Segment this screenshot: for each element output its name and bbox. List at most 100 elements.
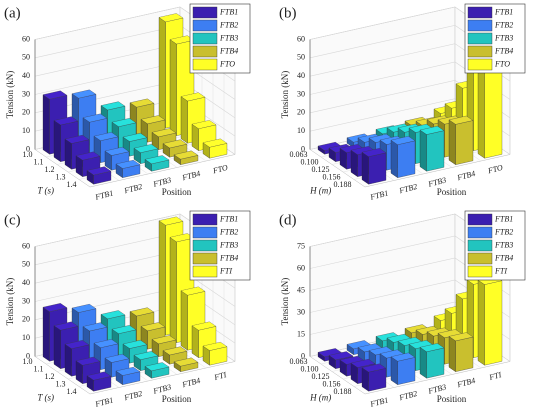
z-tick-label: 30 <box>297 89 305 98</box>
x-tick-label: 1.1 <box>34 365 44 374</box>
bar-front <box>397 140 416 178</box>
legend-swatch <box>192 58 218 71</box>
bar-top <box>111 118 137 127</box>
legend-label: FTB1 <box>219 214 238 223</box>
bar-top <box>158 13 184 23</box>
bar-side <box>42 306 50 362</box>
position-tick-label: FTB2 <box>122 389 143 403</box>
bar-top <box>151 335 177 345</box>
legend-swatch <box>192 213 218 226</box>
bar-top <box>202 341 228 351</box>
bar-top <box>42 303 68 312</box>
z-axis-label: Tension (kN) <box>280 71 290 119</box>
legend-label: FTB2 <box>494 227 513 236</box>
position-axis-label: Position <box>437 187 467 197</box>
legend-label: FTB4 <box>219 46 238 55</box>
bar-top <box>75 356 101 366</box>
bar-top <box>104 146 130 156</box>
position-tick-label: FTB1 <box>368 188 389 202</box>
bar <box>361 363 387 392</box>
legend-swatch <box>192 226 218 239</box>
bar-top <box>350 359 376 368</box>
legend-swatch <box>192 252 218 265</box>
legend-swatch <box>467 213 493 226</box>
x-tick-label: 1.4 <box>67 180 77 189</box>
bar-side <box>390 139 398 178</box>
bar-top <box>71 303 97 313</box>
z-tick-label: 60 <box>297 34 305 43</box>
position-tick-label: FTB2 <box>397 389 418 403</box>
bar <box>419 343 445 379</box>
bar-top <box>361 363 387 373</box>
bar-top <box>100 101 126 111</box>
bar-top <box>64 340 90 349</box>
bar-top <box>158 216 184 226</box>
bar-top <box>86 166 112 176</box>
bar-side <box>169 237 177 343</box>
z-tick-label: 30 <box>22 89 30 98</box>
bar-top <box>151 128 177 138</box>
z-tick-label: 20 <box>22 315 30 324</box>
z-tick-label: 40 <box>22 71 30 80</box>
bar-top <box>173 357 199 367</box>
x-tick-label: 1.4 <box>67 387 77 396</box>
z-tick-label: 10 <box>22 333 30 342</box>
bar-side <box>53 120 61 162</box>
bar-side <box>64 138 72 170</box>
bar <box>477 275 503 366</box>
bar <box>448 332 474 372</box>
bar-top <box>75 151 101 161</box>
bar-side <box>42 94 50 155</box>
bar-front <box>426 347 445 379</box>
x-tick-label: 1.2 <box>45 372 55 381</box>
legend-label: FTB4 <box>494 46 513 55</box>
bar-top <box>53 321 79 331</box>
bar <box>202 341 228 366</box>
bar <box>202 138 228 159</box>
x-tick-label: 0.100 <box>301 365 319 374</box>
bar-top <box>129 307 155 317</box>
bar-top <box>86 371 112 381</box>
legend-label: FTB1 <box>494 7 513 16</box>
z-tick-label: 30 <box>297 307 305 316</box>
bar-side <box>64 343 72 377</box>
bar-top <box>129 98 155 108</box>
z-tick-label: 15 <box>297 329 305 338</box>
legend-swatch <box>467 19 493 32</box>
legend-label: FTB3 <box>494 240 513 249</box>
x-tick-label: 0.156 <box>323 173 341 182</box>
z-axis-label: Tension (kN) <box>280 278 290 326</box>
bar-top <box>448 115 474 125</box>
x-tick-label: 0.156 <box>323 380 341 389</box>
bar-side <box>53 325 61 369</box>
bar-top <box>448 332 474 342</box>
x-tick-label: 0.100 <box>301 158 319 167</box>
z-axis-label: Tension (kN) <box>5 71 15 119</box>
z-tick-label: 45 <box>297 285 305 294</box>
bar-side <box>477 61 485 159</box>
bar-top <box>64 134 90 144</box>
legend-label: FTB4 <box>494 253 513 262</box>
z-tick-label: 60 <box>22 34 30 43</box>
bar-side <box>180 290 188 351</box>
panel: 0 10 20 30 40 50 60 Tension (kN) 1.01.11.21.31.4… <box>4 3 251 202</box>
bar-top <box>191 321 217 331</box>
legend-label: FTB2 <box>219 227 238 236</box>
bar <box>448 115 474 165</box>
z-tick-label: 50 <box>297 53 305 62</box>
z-tick-label: 40 <box>297 71 305 80</box>
panel-label: (c) <box>4 212 21 228</box>
legend-swatch <box>192 19 218 32</box>
x-tick-label: 0.125 <box>312 165 330 174</box>
bar-top <box>115 366 141 376</box>
position-tick-label: FTB1 <box>93 395 114 409</box>
panel-label: (b) <box>279 5 297 21</box>
position-axis-label: Position <box>162 187 192 197</box>
x-tick-label: 1.0 <box>23 150 33 159</box>
bar-top <box>111 325 137 334</box>
bar-top <box>53 116 79 126</box>
x-axis-label: H (m) <box>309 392 331 402</box>
legend-label: FTB3 <box>219 240 238 249</box>
panel: 0 10 20 30 40 50 60 Tension (kN) 1.01.11.21.31.4… <box>4 210 251 409</box>
